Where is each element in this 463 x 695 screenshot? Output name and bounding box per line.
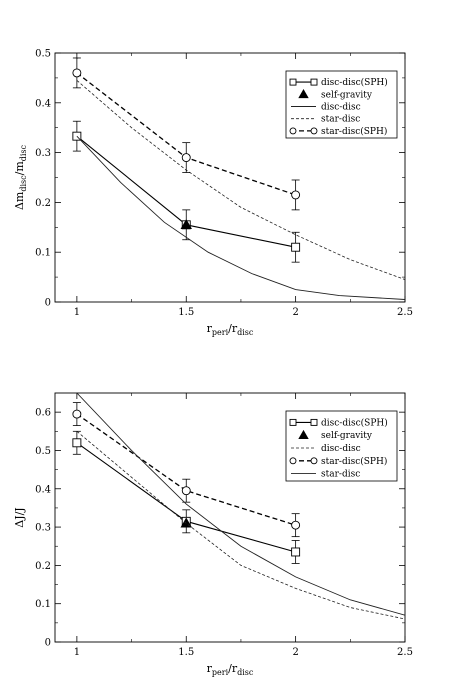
series-line [76,135,405,300]
legend-marker [289,78,297,86]
x-axis-label-part-3: disc [237,668,254,677]
y-tick-label: 0 [45,298,51,309]
legend-entry-label: disc-disc [321,103,361,113]
legend-entry-label: self-gravity [321,431,373,441]
x-axis-label-part-1: peri [212,328,229,337]
x-tick-label: 2.5 [397,307,413,318]
y-axis-label: ΔJ/J [13,507,26,527]
plot-frame [54,392,406,643]
y-tick-label: 0.3 [35,523,51,534]
x-tick-label: 2 [292,307,298,318]
series-self-gravity [180,219,192,230]
data-point [291,520,301,530]
y-axis-label-part-0: ΔJ/J [13,507,26,527]
y-tick-label: 0 [45,638,51,649]
y-tick-label: 0.1 [35,248,51,259]
x-tick-label: 1 [74,647,80,658]
y-tick-label: 0.4 [35,484,51,495]
legend-entry-label: star-disc(SPH) [321,126,387,137]
series-star-disc [76,393,405,616]
y-tick-label: 0.5 [35,49,51,60]
data-point [180,219,192,230]
series-star-disc(SPH) [72,402,301,538]
x-tick-label: 1.5 [178,307,194,318]
series-line [76,393,405,616]
legend-entry-label: self-gravity [321,90,373,100]
data-point [291,190,301,200]
legend-marker [298,429,309,440]
series-line [76,80,405,280]
x-tick-label: 2.5 [397,647,413,658]
y-axis-label-part-0: Δm [13,191,26,210]
y-tick-label: 0.5 [35,446,51,457]
legend-marker [310,78,318,86]
y-tick-label: 0.3 [35,148,51,159]
legend-marker [310,127,318,135]
x-tick-label: 1 [74,307,80,318]
data-point [181,486,191,496]
series-disc-disc [76,431,405,620]
x-tick-label: 1.5 [178,647,194,658]
y-axis-label-part-3: disc [19,144,28,161]
x-axis-label-part-0: r [207,662,213,675]
legend-marker [289,127,297,135]
data-point [72,438,82,448]
chart-panel-bottom: 1 1.5 2 2.5 0 0.1 0.2 0.3 0.4 0.5 0.6 rperi/rdisc ΔJ… [13,392,413,677]
y-tick-label: 0.6 [35,408,51,419]
legend-entry-label: star-disc [321,470,360,480]
x-axis-label-part-2: /r [228,662,238,675]
legend: disc-disc(SPH) self-gravity disc-disc star-… [285,410,398,482]
y-axis-label-part-1: disc [19,175,28,192]
y-tick-label: 0.1 [35,599,51,610]
y-tick-label: 0.2 [35,198,51,209]
x-axis-label-part-2: /r [228,322,238,335]
data-point [72,409,82,419]
legend-marker [289,457,297,465]
legend-entry-label: disc-disc [321,444,361,454]
legend-entry-label: star-disc(SPH) [321,456,387,467]
legend-marker [298,89,309,99]
x-axis-label: rperi/rdisc [207,662,254,677]
y-tick-label: 0.2 [35,561,51,572]
x-axis-label-part-1: peri [212,668,229,677]
data-point [72,68,82,78]
chart-panel-top: 1 1.5 2 2.500.10.20.30.40.5rperi/rdiscΔmdis… [13,49,413,338]
x-axis-label-part-0: r [207,322,213,335]
data-point [291,547,301,557]
legend-entry-label: star-disc [321,115,360,125]
x-axis-label-part-3: disc [237,328,254,337]
series-line [76,431,405,620]
x-axis-label: rperi/rdisc [207,322,254,337]
series-line [76,72,296,196]
series-disc-disc [76,135,405,300]
data-point [181,153,191,163]
x-tick-label: 2 [292,647,298,658]
legend-marker [310,418,318,426]
series-line [76,413,296,526]
series-star-disc [76,80,405,280]
legend-marker [289,418,297,426]
y-axis-label: Δmdisc/mdisc [13,144,28,210]
legend-entry-label: disc-disc(SPH) [321,77,388,88]
legend-marker [310,457,318,465]
y-tick-label: 0.4 [35,98,51,109]
series-star-disc(SPH) [72,57,301,211]
y-axis-label-part-2: /m [13,161,26,176]
legend: disc-disc(SPH) self-gravity disc-disc star-… [285,70,398,139]
data-point [291,242,301,252]
legend-entry-label: disc-disc(SPH) [321,417,388,428]
